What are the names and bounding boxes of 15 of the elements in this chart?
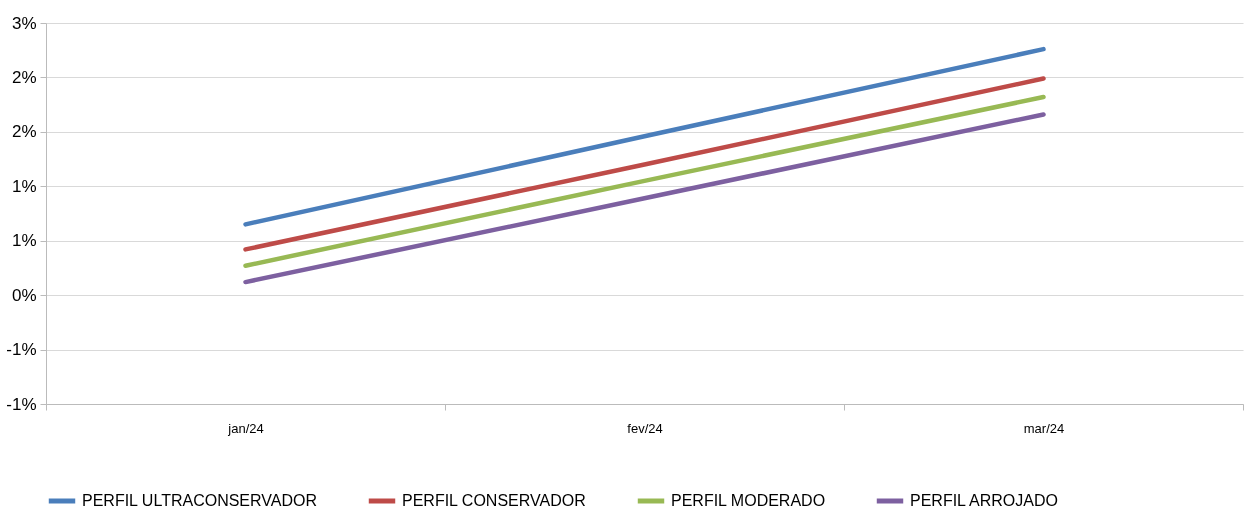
x-tick-label: mar/24 [1023, 420, 1065, 436]
y-tick-label: 2% [11, 122, 37, 142]
legend-label: PERFIL CONSERVADOR [402, 492, 586, 509]
legend-label: PERFIL ULTRACONSERVADOR [82, 492, 318, 509]
y-tick-label: 0% [11, 285, 37, 305]
x-tick-label: jan/24 [227, 420, 264, 436]
y-tick-label: 3% [11, 13, 37, 33]
y-tick-label: 2% [11, 67, 37, 87]
legend-label: PERFIL MODERADO [671, 492, 826, 509]
y-tick-label: 1% [11, 176, 37, 196]
legend-label: PERFIL ARROJADO [910, 492, 1058, 509]
y-tick-label: -1% [6, 340, 37, 360]
y-tick-label: -1% [6, 394, 37, 414]
y-tick-label: 1% [11, 231, 37, 251]
x-tick-label: fev/24 [627, 420, 663, 436]
